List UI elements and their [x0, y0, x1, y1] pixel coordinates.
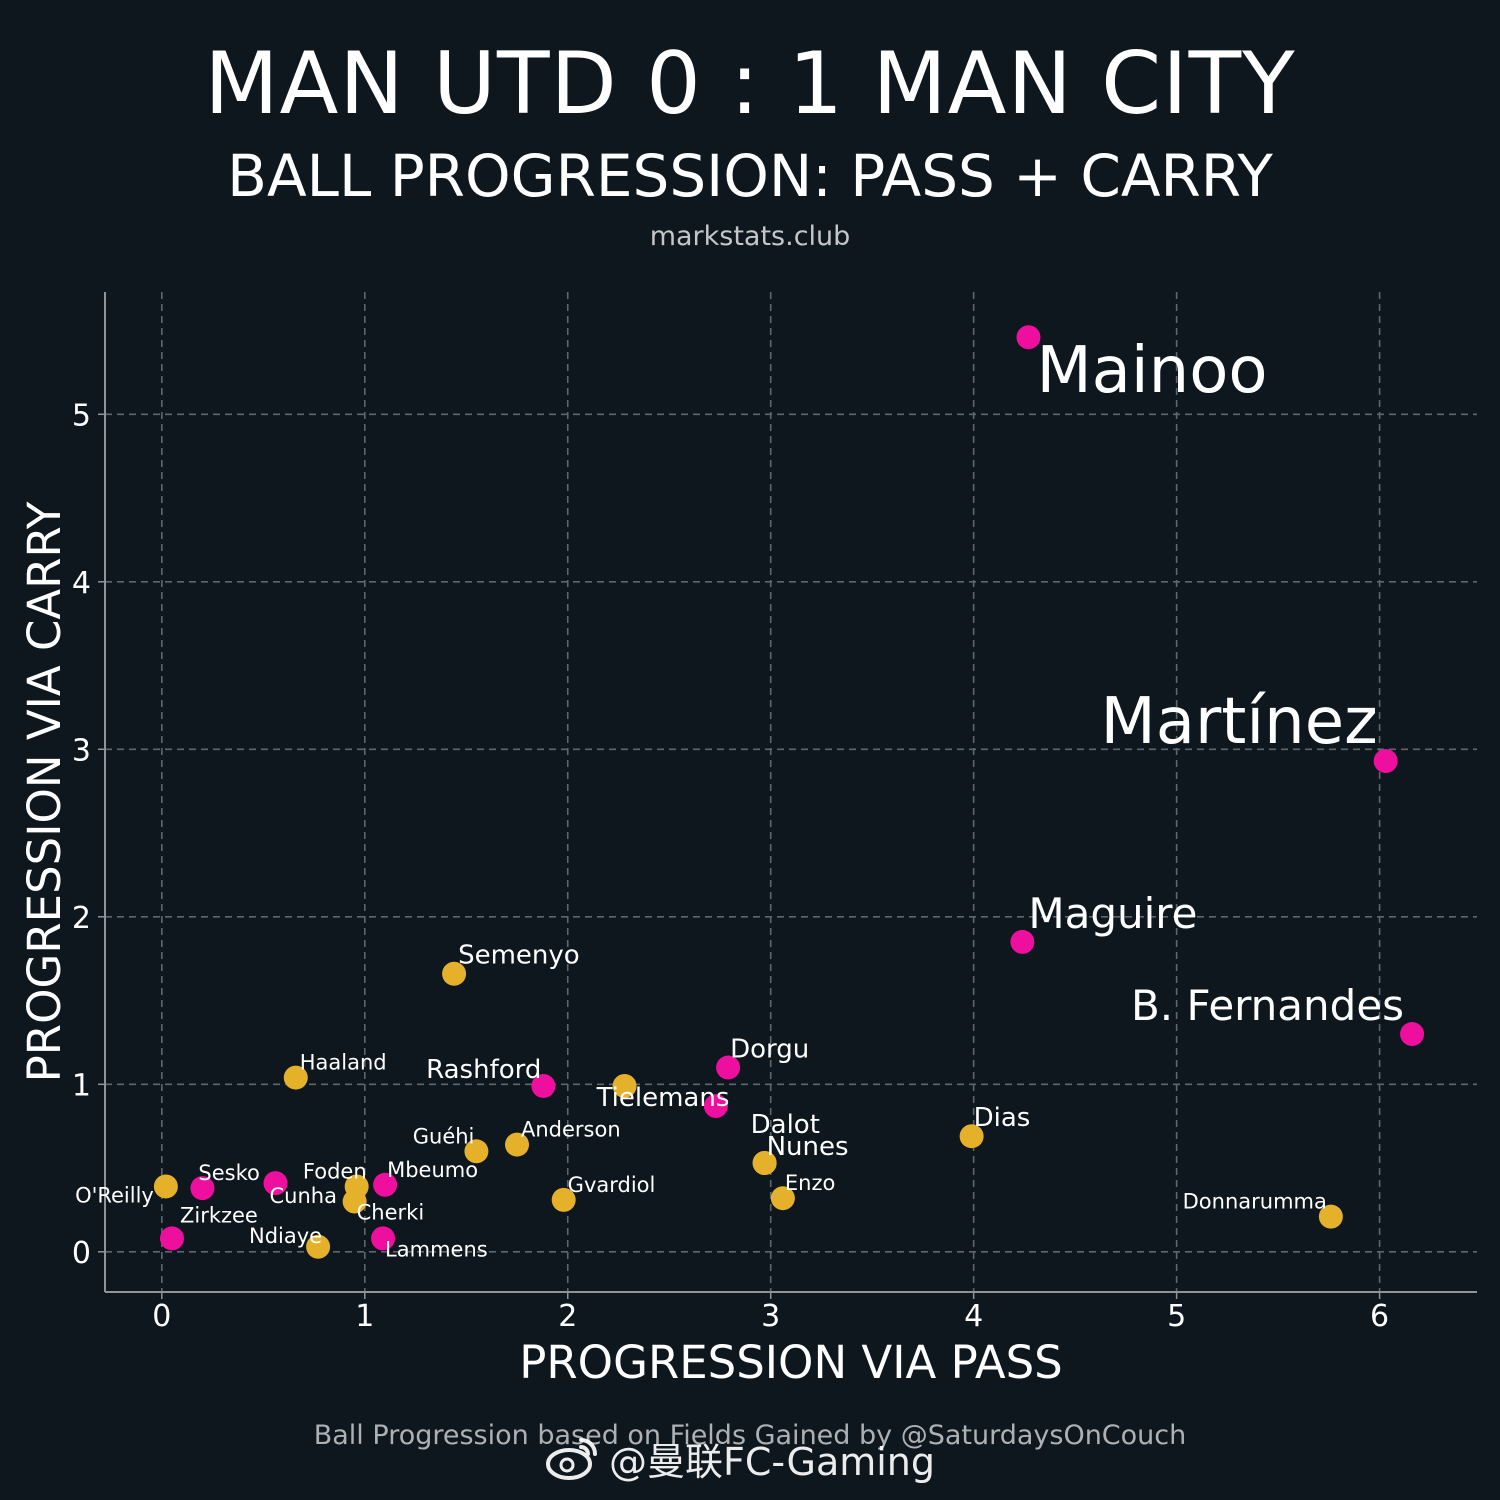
point-labels: Mainoo Martínez Maguire B. Fernandes DorguTi… [75, 334, 1404, 1261]
point-label: Rashford [426, 1055, 541, 1085]
point-label: Cunha [269, 1184, 336, 1208]
point-label: Cherki [357, 1201, 425, 1225]
point-zirkzee [159, 1226, 184, 1251]
point-label: Maguire [1028, 889, 1197, 938]
y-tick-label: 5 [72, 398, 91, 433]
point-label: Nunes [767, 1132, 849, 1162]
point-lammens [371, 1226, 396, 1251]
point-label: Foden [303, 1159, 367, 1183]
chart-title: MAN UTD 0 : 1 MAN CITY [204, 34, 1296, 134]
y-tick-label: 3 [72, 733, 91, 768]
x-tick-label: 5 [1167, 1299, 1186, 1334]
point-label: Lammens [385, 1237, 488, 1261]
point-haaland [283, 1065, 308, 1090]
point-label: Dias [974, 1103, 1031, 1133]
point-enzo [770, 1186, 795, 1211]
point-label: Martínez [1101, 685, 1378, 759]
point-label: Tielemans [596, 1083, 730, 1113]
data-points [153, 325, 1425, 1259]
y-tick-label: 1 [72, 1068, 91, 1103]
point-mainoo [1016, 325, 1041, 350]
point-label: Donnarumma [1183, 1190, 1327, 1214]
tick-labels: 0 1 2 3 4 5 6 0 1 2 3 4 5 [72, 398, 1389, 1334]
point-sesko [190, 1176, 215, 1201]
point-tielemans [612, 1073, 637, 1098]
point-o-reilly [153, 1174, 178, 1199]
point-cunha [263, 1171, 288, 1196]
x-axis-label: PROGRESSION VIA PASS [519, 1336, 1063, 1389]
point-mart-nez [1373, 749, 1398, 774]
watermark: @曼联FC-Gaming [545, 1428, 935, 1488]
x-tick-label: 1 [355, 1299, 374, 1334]
x-tick-label: 4 [964, 1299, 983, 1334]
point-dias [959, 1124, 984, 1149]
point-cherki [342, 1189, 367, 1214]
y-tick-label: 4 [72, 566, 91, 601]
point-gu-hi [464, 1139, 489, 1164]
point-rashford [531, 1073, 556, 1098]
source-credit: markstats.club [649, 221, 851, 252]
point-label: B. Fernandes [1131, 981, 1404, 1030]
y-axis-label: PROGRESSION VIA CARRY [18, 501, 71, 1082]
point-man_utd [703, 1094, 728, 1119]
x-tick-label: 3 [761, 1299, 780, 1334]
x-tick-label: 0 [152, 1299, 171, 1334]
point-anderson [505, 1132, 530, 1157]
grid-lines [105, 292, 1477, 1292]
point-label: Mbeumo [387, 1158, 478, 1182]
point-label: Anderson [521, 1118, 621, 1142]
x-tick-label: 2 [558, 1299, 577, 1334]
point-mbeumo [373, 1172, 398, 1197]
point-label: Mainoo [1036, 334, 1267, 408]
point-label: Semenyo [458, 941, 580, 971]
point-ndiaye [306, 1234, 331, 1259]
point-label: Zirkzee [180, 1203, 258, 1227]
point-dorgu [716, 1055, 741, 1080]
weibo-logo-icon [546, 1438, 597, 1480]
point-label: Sesko [198, 1161, 259, 1185]
watermark-text: @曼联FC-Gaming [609, 1439, 936, 1484]
point-label: O'Reilly [75, 1183, 154, 1207]
point-semenyo [442, 961, 467, 986]
footer-caption: Ball Progression based on Fields Gained … [313, 1420, 1187, 1451]
point-label: Dalot [751, 1110, 820, 1140]
y-tick-label: 2 [72, 901, 91, 936]
point-nunes [752, 1151, 777, 1176]
point-label: Dorgu [730, 1035, 809, 1065]
point-donnarumma [1318, 1204, 1343, 1229]
point-b-fernandes [1400, 1022, 1425, 1047]
chart-subtitle: BALL PROGRESSION: PASS + CARRY [227, 142, 1273, 210]
point-label: Haaland [300, 1051, 387, 1075]
y-tick-label: 0 [72, 1236, 91, 1271]
point-label: Enzo [785, 1171, 835, 1195]
x-tick-label: 6 [1370, 1299, 1389, 1334]
plot-axes [98, 292, 1477, 1299]
point-label: Ndiaye [249, 1224, 322, 1248]
point-gvardiol [551, 1187, 576, 1212]
point-maguire [1010, 929, 1035, 954]
point-label: Gvardiol [568, 1173, 656, 1197]
point-label: Guéhi [413, 1124, 475, 1148]
